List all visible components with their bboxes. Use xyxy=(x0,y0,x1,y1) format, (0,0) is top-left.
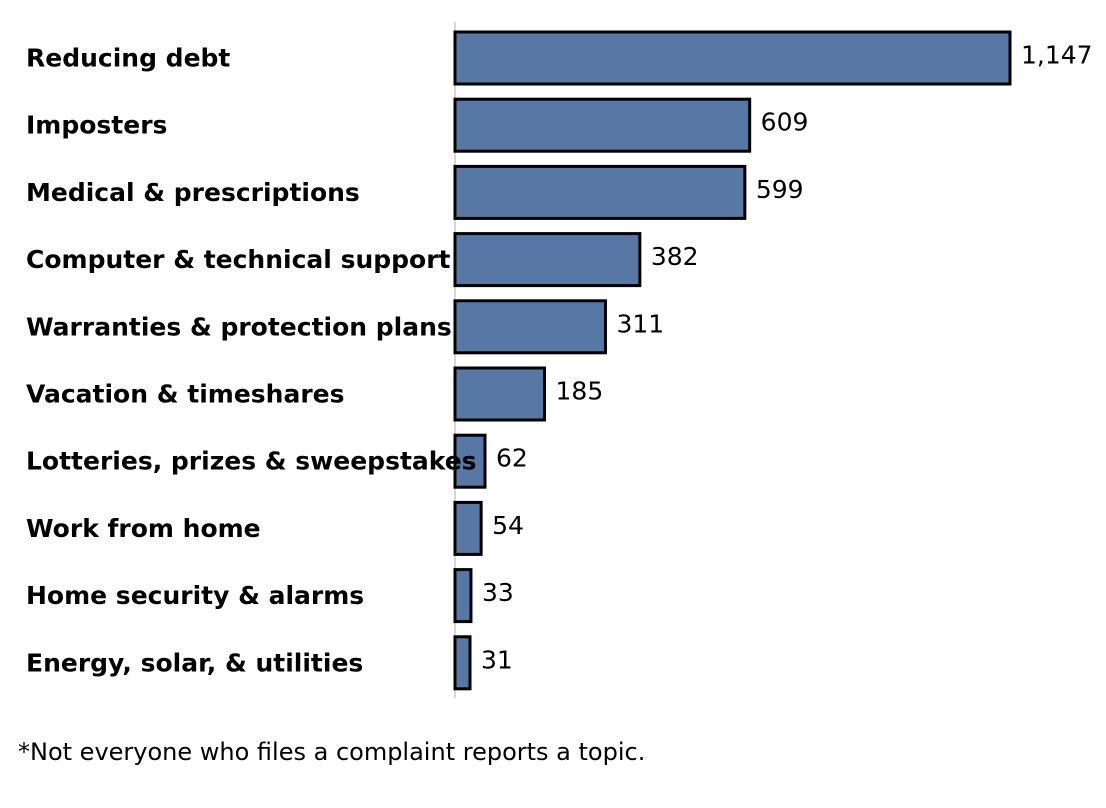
value-labels-group: 1,147 609 599 382 311 185 62 54 33 31 xyxy=(481,41,1093,675)
bar-4 xyxy=(453,232,642,288)
bar-2 xyxy=(453,97,752,153)
bars-group xyxy=(453,30,1012,691)
value-label-4: 382 xyxy=(651,242,699,271)
bar-5 xyxy=(453,299,607,355)
value-label-10: 31 xyxy=(481,645,513,674)
category-label-1: Reducing debt xyxy=(26,44,230,73)
category-label-2: Imposters xyxy=(26,111,167,140)
category-label-3: Medical & prescriptions xyxy=(26,178,360,207)
value-label-5: 311 xyxy=(616,309,664,338)
bar-7 xyxy=(453,433,487,489)
category-label-4: Computer & technical support xyxy=(26,245,451,274)
bar-10 xyxy=(453,635,472,691)
category-labels-group: Reducing debt Imposters Medical & prescrip… xyxy=(26,44,477,678)
bar-8 xyxy=(453,500,483,556)
footnote: *Not everyone who files a complaint repo… xyxy=(18,738,646,766)
category-label-10: Energy, solar, & utilities xyxy=(26,648,363,677)
category-label-8: Work from home xyxy=(26,514,261,543)
category-label-5: Warranties & protection plans xyxy=(26,312,452,341)
bar-9 xyxy=(453,568,473,624)
value-label-7: 62 xyxy=(496,444,528,473)
bar-6 xyxy=(453,366,547,422)
bar-chart: Reducing debt Imposters Medical & prescrip… xyxy=(26,22,1093,698)
value-label-2: 609 xyxy=(761,108,809,137)
category-label-7: Lotteries, prizes & sweepstakes xyxy=(26,447,477,476)
bar-1 xyxy=(453,30,1012,86)
bar-3 xyxy=(453,164,747,220)
category-label-9: Home security & alarms xyxy=(26,581,364,610)
value-label-8: 54 xyxy=(492,511,524,540)
value-label-1: 1,147 xyxy=(1021,41,1093,70)
category-label-6: Vacation & timeshares xyxy=(26,380,344,409)
value-label-9: 33 xyxy=(482,578,514,607)
value-label-3: 599 xyxy=(756,175,804,204)
value-label-6: 185 xyxy=(556,377,604,406)
